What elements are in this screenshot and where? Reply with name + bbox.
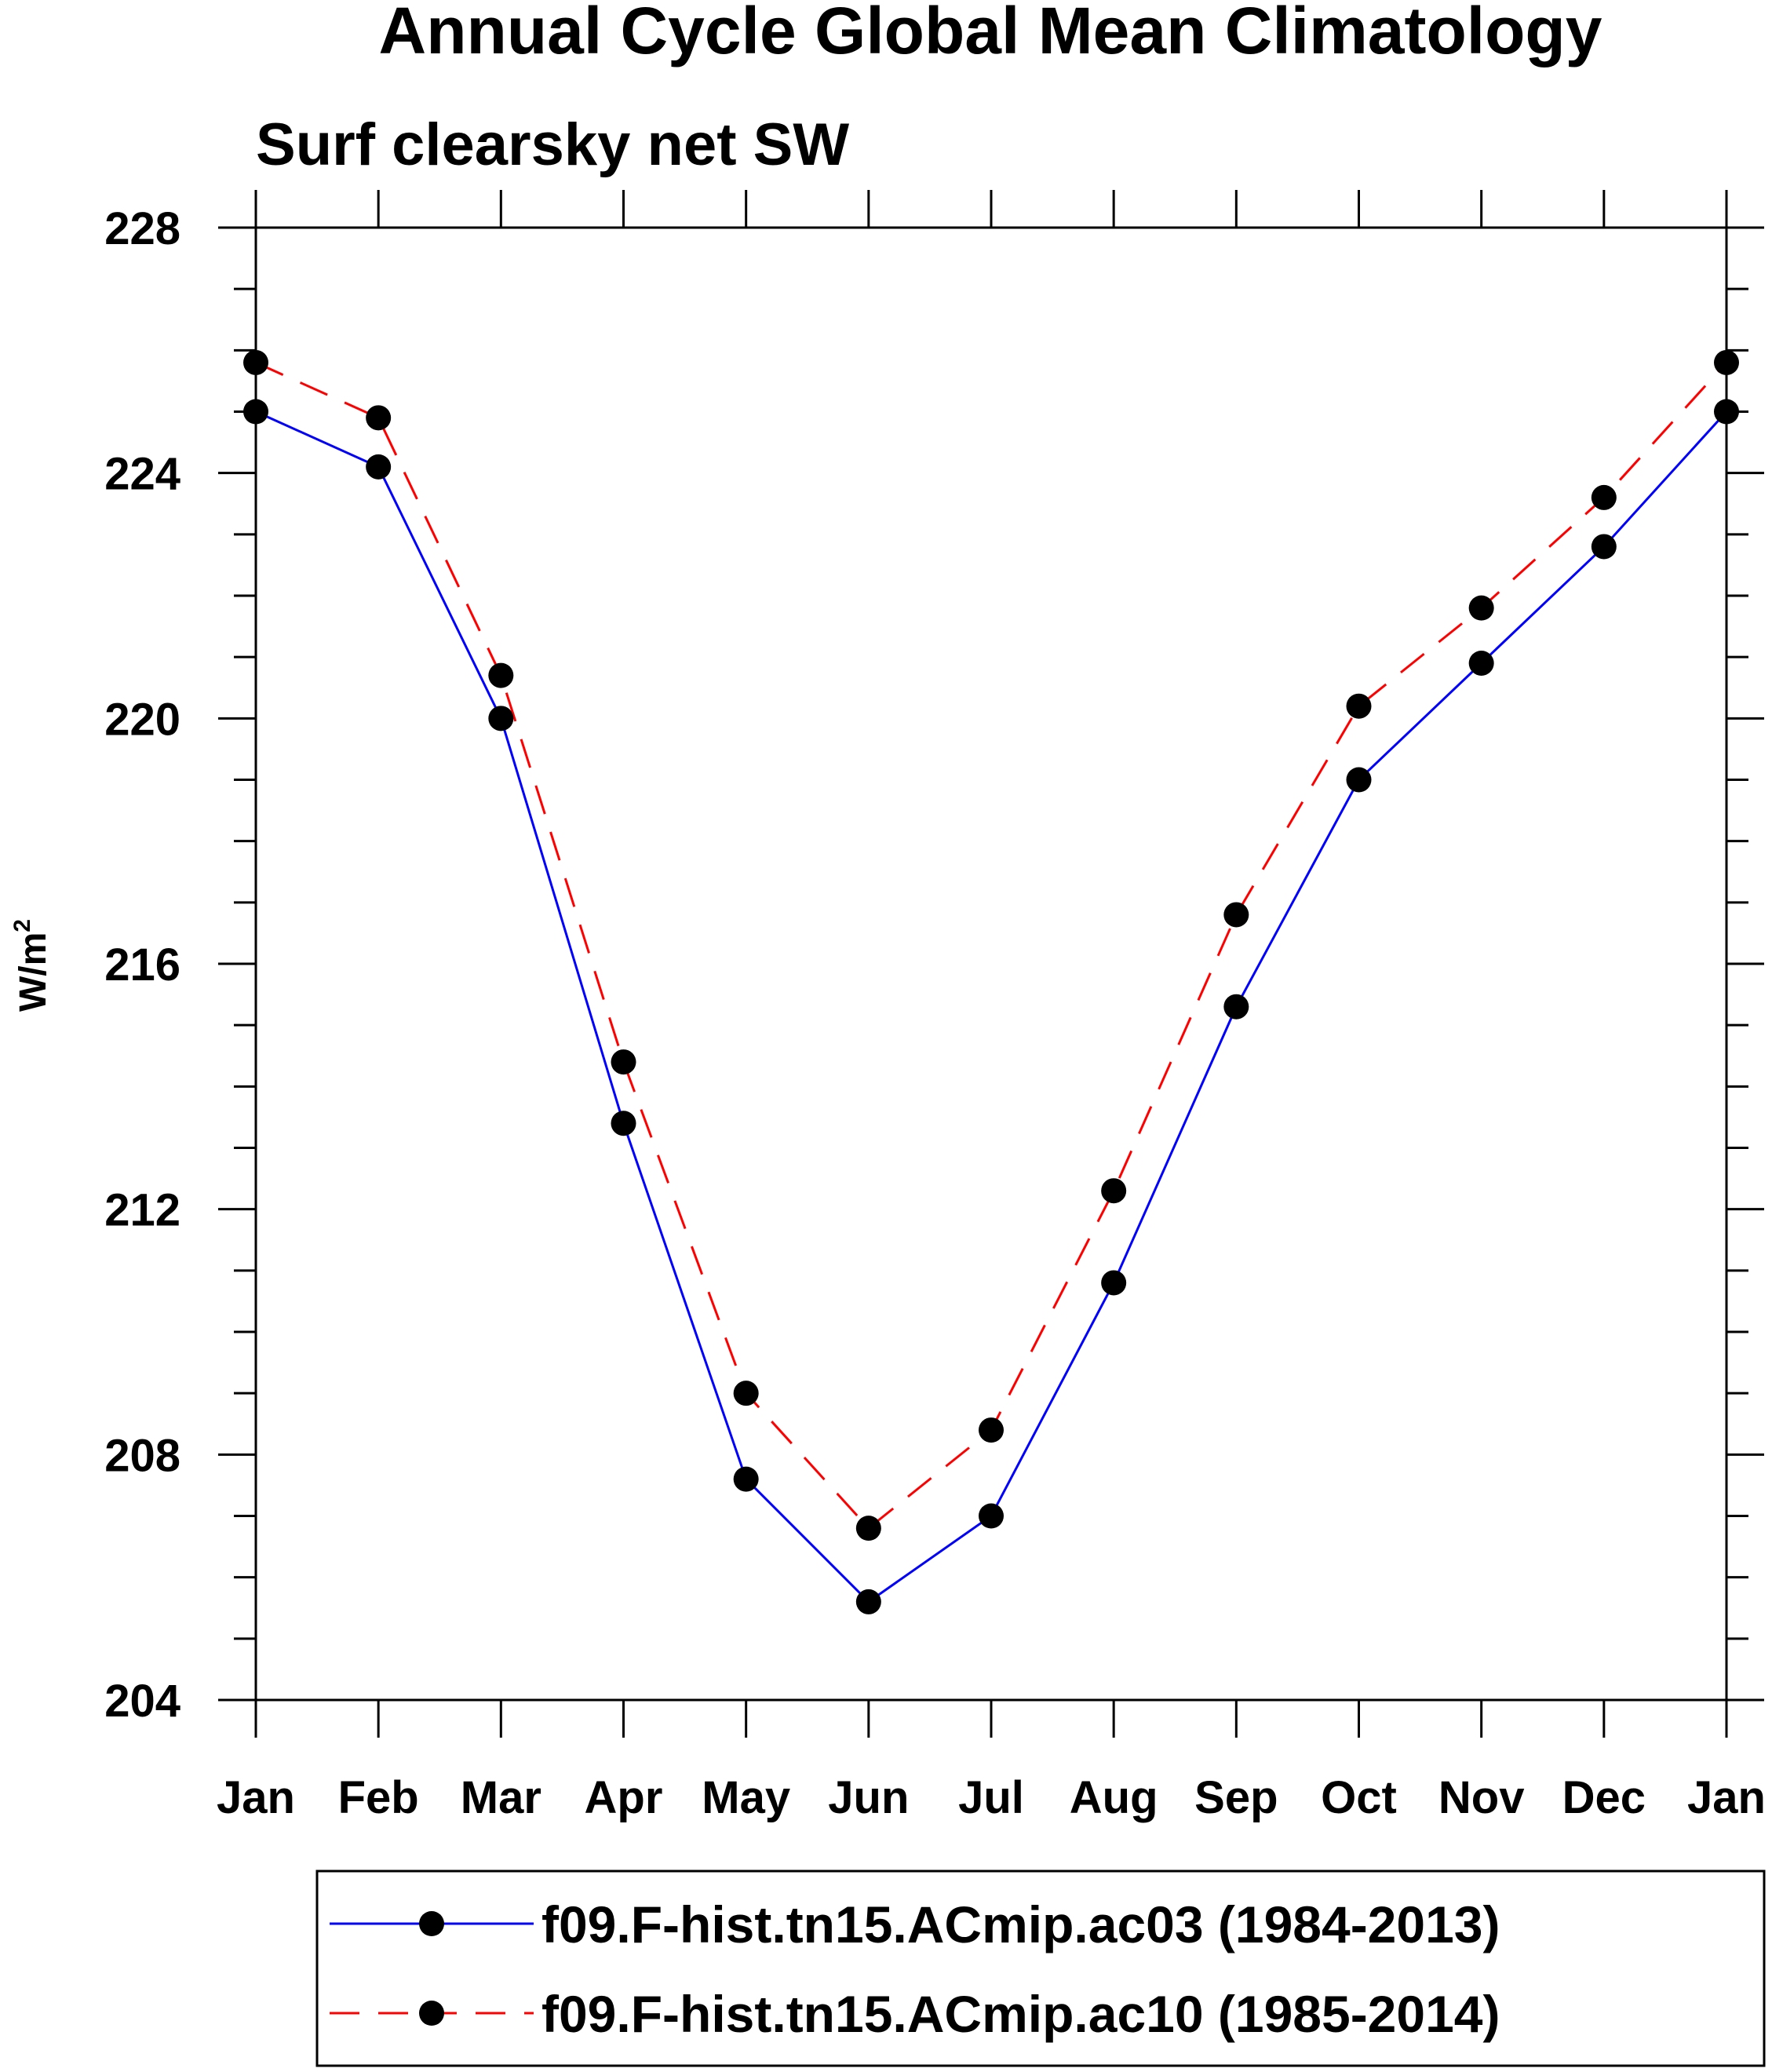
- legend-label-1: f09.F-hist.tn15.ACmip.ac03 (1984-2013): [541, 1895, 1500, 1953]
- series-line-2: [255, 361, 1728, 1530]
- x-tick-label: Jan: [217, 1772, 295, 1823]
- series-1-point: [1101, 1270, 1127, 1296]
- chart-title: Annual Cycle Global Mean Climatology: [379, 0, 1602, 67]
- series-2-point: [1101, 1178, 1127, 1204]
- series-2-point: [611, 1049, 636, 1075]
- y-axis-label: W/m2: [9, 919, 54, 1012]
- legend-marker-2: [419, 2001, 444, 2026]
- series-2-point: [733, 1381, 759, 1406]
- legend-marker-1: [419, 1911, 444, 1936]
- series-2-point: [1468, 595, 1494, 621]
- chart-subtitle: Surf clearsky net SW: [256, 111, 849, 178]
- x-tick-label: Sep: [1194, 1772, 1278, 1823]
- series-2-point: [488, 662, 514, 688]
- series-2-point: [979, 1417, 1004, 1443]
- series-2-point: [366, 405, 392, 431]
- series-2-point: [1591, 484, 1617, 510]
- series-2-point: [1714, 349, 1739, 375]
- y-tick-label: 216: [104, 939, 180, 990]
- series-1-point: [366, 454, 392, 480]
- x-tick-label: Dec: [1562, 1772, 1646, 1823]
- series-1-point: [979, 1503, 1004, 1529]
- x-tick-label: Jan: [1687, 1772, 1766, 1823]
- y-axis-label-superscript: 2: [9, 919, 35, 932]
- series-1-point: [1714, 399, 1739, 425]
- y-axis-label-text: W/m2: [9, 919, 54, 1012]
- x-tick-label: Feb: [338, 1772, 419, 1823]
- legend: f09.F-hist.tn15.ACmip.ac03 (1984-2013) f0…: [315, 1870, 1766, 2067]
- x-tick-label: Aug: [1070, 1772, 1158, 1823]
- series-1-point: [243, 399, 268, 425]
- x-tick-label: Apr: [585, 1772, 663, 1823]
- series-1-point: [1346, 767, 1372, 793]
- x-tick-label: Nov: [1438, 1772, 1525, 1823]
- series-1-point: [1223, 994, 1249, 1020]
- x-tick-label: Mar: [461, 1772, 541, 1823]
- series-1-point: [488, 706, 514, 731]
- y-tick-label: 224: [104, 449, 180, 500]
- x-tick-label: May: [702, 1772, 790, 1823]
- series-1-point: [1468, 650, 1494, 676]
- series-1-point: [611, 1111, 636, 1136]
- series-1-point: [733, 1466, 759, 1492]
- series-2-point: [243, 349, 268, 375]
- x-tick-label: Jul: [958, 1772, 1024, 1823]
- y-tick-label: 220: [104, 694, 180, 745]
- y-axis-label-base: W/m: [13, 932, 54, 1012]
- y-tick-label: 228: [104, 203, 180, 254]
- x-tick-label: Oct: [1321, 1772, 1397, 1823]
- y-tick-label: 208: [104, 1430, 180, 1481]
- series-2-point: [1346, 693, 1372, 719]
- series-2-point: [855, 1516, 881, 1541]
- x-tick-label: Jun: [828, 1772, 909, 1823]
- series-2-point: [1223, 902, 1249, 928]
- legend-box: [315, 1870, 1766, 2067]
- plot-area: 204 208 212 216 220 224 228 Jan Feb Mar Apr May Jun J…: [104, 190, 1766, 1823]
- legend-label-2: f09.F-hist.tn15.ACmip.ac10 (1985-2014): [541, 1985, 1500, 2043]
- plot-frame: [254, 226, 1728, 1702]
- y-tick-label: 212: [104, 1185, 180, 1236]
- series-1-point: [1591, 534, 1617, 560]
- y-tick-label: 204: [104, 1676, 180, 1727]
- series-1-point: [855, 1589, 881, 1614]
